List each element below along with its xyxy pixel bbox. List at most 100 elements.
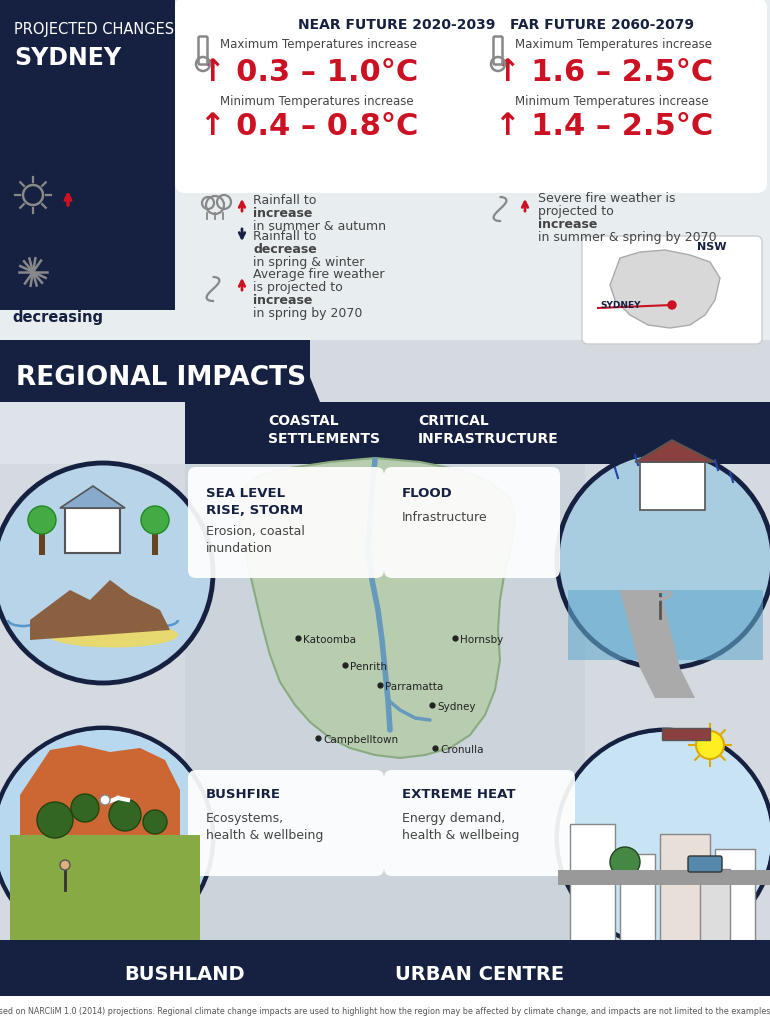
Text: Parramatta: Parramatta xyxy=(385,682,444,692)
Text: COASTAL
SETTLEMENTS: COASTAL SETTLEMENTS xyxy=(268,414,380,447)
Text: in summer & autumn: in summer & autumn xyxy=(253,220,386,233)
Bar xyxy=(0,340,770,402)
Polygon shape xyxy=(635,440,715,462)
Text: FLOOD: FLOOD xyxy=(402,487,453,500)
Text: increase: increase xyxy=(253,207,313,220)
Text: Hornsby: Hornsby xyxy=(460,636,504,645)
Bar xyxy=(558,870,770,885)
Bar xyxy=(0,0,30,30)
Circle shape xyxy=(100,795,110,805)
Bar xyxy=(620,854,655,944)
Circle shape xyxy=(37,802,73,838)
Text: SYDNEY: SYDNEY xyxy=(600,300,641,310)
Text: Minimum Temperatures increase: Minimum Temperatures increase xyxy=(515,95,708,108)
Polygon shape xyxy=(238,458,515,758)
Text: decreasing: decreasing xyxy=(12,310,103,325)
Text: Cold nights are: Cold nights are xyxy=(12,295,117,309)
Circle shape xyxy=(559,732,770,944)
Circle shape xyxy=(109,800,141,831)
Circle shape xyxy=(557,730,770,946)
Circle shape xyxy=(141,506,169,534)
Text: decrease: decrease xyxy=(253,243,316,256)
Text: ↑ 0.3 – 1.0°C: ↑ 0.3 – 1.0°C xyxy=(200,58,418,87)
Text: Minimum Temperatures increase: Minimum Temperatures increase xyxy=(220,95,413,108)
Circle shape xyxy=(557,452,770,668)
Circle shape xyxy=(0,730,211,946)
Text: PROJECTED CHANGES:: PROJECTED CHANGES: xyxy=(14,22,179,37)
Polygon shape xyxy=(30,580,170,640)
Polygon shape xyxy=(620,590,680,668)
Bar xyxy=(570,824,615,944)
Bar xyxy=(660,834,710,944)
Text: BUSHLAND: BUSHLAND xyxy=(125,965,246,984)
FancyBboxPatch shape xyxy=(188,467,384,578)
Text: URBAN CENTRE: URBAN CENTRE xyxy=(396,965,564,984)
Text: Maximum Temperatures increase: Maximum Temperatures increase xyxy=(220,38,417,51)
Bar xyxy=(568,590,763,660)
Bar xyxy=(152,530,158,555)
Text: Severe fire weather is: Severe fire weather is xyxy=(538,192,675,205)
Bar xyxy=(39,530,45,555)
Bar xyxy=(0,996,770,1025)
FancyBboxPatch shape xyxy=(0,0,175,340)
Circle shape xyxy=(0,728,213,948)
Text: Katoomba: Katoomba xyxy=(303,636,356,645)
Circle shape xyxy=(696,731,724,758)
Polygon shape xyxy=(20,745,180,850)
Text: NSW: NSW xyxy=(697,242,726,252)
Bar xyxy=(10,835,200,950)
Bar xyxy=(700,869,730,944)
Ellipse shape xyxy=(48,622,178,648)
FancyBboxPatch shape xyxy=(0,340,310,402)
Circle shape xyxy=(28,506,56,534)
Text: EXTREME HEAT: EXTREME HEAT xyxy=(402,788,515,801)
Text: Ecosystems,
health & wellbeing: Ecosystems, health & wellbeing xyxy=(206,812,323,842)
Bar xyxy=(185,464,585,1025)
Text: increase: increase xyxy=(538,218,598,231)
Text: NEAR FUTURE 2020-2039: NEAR FUTURE 2020-2039 xyxy=(298,18,495,32)
FancyBboxPatch shape xyxy=(175,0,767,193)
Text: projected to: projected to xyxy=(538,205,618,218)
Text: ↑ 0.4 – 0.8°C: ↑ 0.4 – 0.8°C xyxy=(200,112,418,141)
Text: SYDNEY: SYDNEY xyxy=(14,46,121,70)
Bar xyxy=(662,728,710,740)
Text: Campbelltown: Campbelltown xyxy=(323,735,398,745)
Text: Data is based on NARCliM 1.0 (2014) projections. Regional climate change impacts: Data is based on NARCliM 1.0 (2014) proj… xyxy=(0,1007,770,1016)
Bar xyxy=(0,0,770,340)
Polygon shape xyxy=(610,250,720,328)
Circle shape xyxy=(143,810,167,834)
Text: Maximum Temperatures increase: Maximum Temperatures increase xyxy=(515,38,712,51)
Bar xyxy=(0,0,175,30)
Text: REGIONAL IMPACTS: REGIONAL IMPACTS xyxy=(16,365,306,391)
Text: ↑ 1.6 – 2.5°C: ↑ 1.6 – 2.5°C xyxy=(495,58,713,87)
Bar xyxy=(0,464,770,1025)
Text: in summer & spring by 2070: in summer & spring by 2070 xyxy=(538,231,717,244)
Bar xyxy=(640,462,705,510)
Text: FAR FUTURE 2060-2079: FAR FUTURE 2060-2079 xyxy=(510,18,694,32)
Text: in spring & winter: in spring & winter xyxy=(253,256,364,269)
Text: Rainfall to: Rainfall to xyxy=(253,230,320,243)
FancyBboxPatch shape xyxy=(384,467,560,578)
Text: is projected to: is projected to xyxy=(253,281,346,294)
Text: SEA LEVEL
RISE, STORM: SEA LEVEL RISE, STORM xyxy=(206,487,303,517)
FancyBboxPatch shape xyxy=(582,236,762,344)
Bar xyxy=(623,862,627,880)
Text: Average fire weather: Average fire weather xyxy=(253,268,384,281)
Circle shape xyxy=(610,847,640,877)
Text: Energy demand,
health & wellbeing: Energy demand, health & wellbeing xyxy=(402,812,520,842)
Text: increasing: increasing xyxy=(12,237,98,252)
Text: Penrith: Penrith xyxy=(350,662,387,672)
FancyBboxPatch shape xyxy=(188,770,384,876)
Text: increase: increase xyxy=(253,294,313,307)
Text: Hot days are: Hot days are xyxy=(12,222,105,236)
Bar xyxy=(0,940,770,1008)
Bar xyxy=(185,402,770,464)
Text: Cronulla: Cronulla xyxy=(440,745,484,755)
Text: Infrastructure: Infrastructure xyxy=(402,511,487,524)
Text: Sydney: Sydney xyxy=(437,702,476,712)
FancyBboxPatch shape xyxy=(688,856,722,872)
Circle shape xyxy=(71,794,99,822)
Text: ↑ 1.4 – 2.5°C: ↑ 1.4 – 2.5°C xyxy=(495,112,713,141)
Bar xyxy=(0,310,175,340)
Text: BUSHFIRE: BUSHFIRE xyxy=(206,788,281,801)
